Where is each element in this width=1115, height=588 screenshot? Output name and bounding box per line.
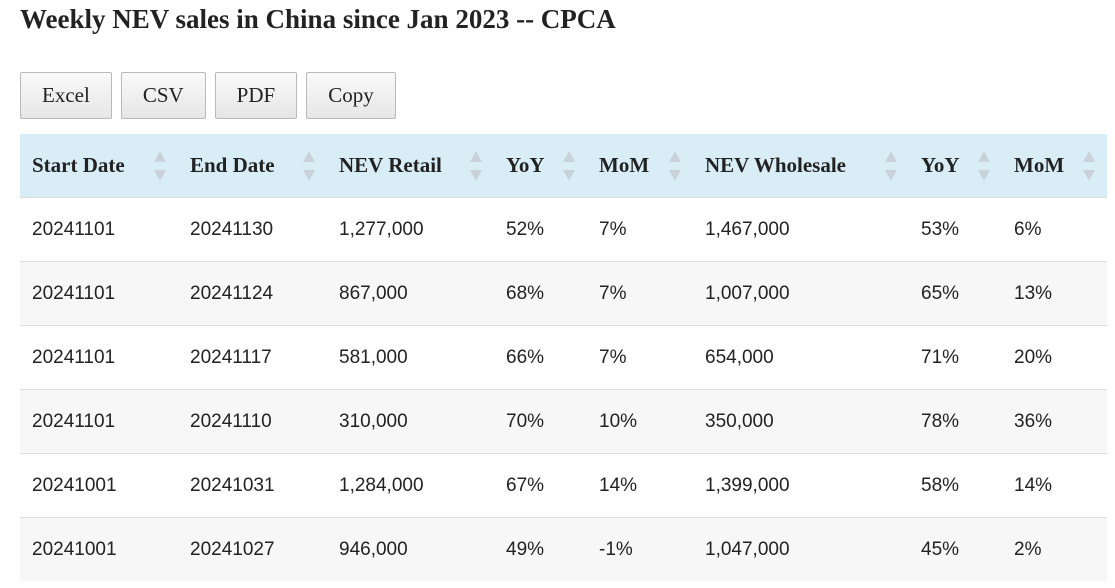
- header-row: Start Date End Date NEV Retail YoY MoM NEV Wh…: [20, 134, 1107, 198]
- table-cell: 20241110: [178, 389, 327, 454]
- header-label: YoY: [506, 153, 545, 177]
- table-cell: 20%: [1002, 325, 1107, 390]
- table-row: 20241101 20241117 581,000 66% 7% 654,000 71% 20…: [20, 325, 1107, 390]
- table-cell: 58%: [909, 453, 1002, 518]
- table-cell: 7%: [587, 325, 693, 390]
- table-cell: 946,000: [327, 517, 494, 581]
- table-cell: 14%: [587, 453, 693, 518]
- table-cell: 10%: [587, 389, 693, 454]
- table-cell: 20241001: [20, 453, 178, 518]
- table-cell: 78%: [909, 389, 1002, 454]
- sort-icon[interactable]: [1083, 151, 1095, 181]
- table-cell: 20241027: [178, 517, 327, 581]
- table-cell: 1,399,000: [693, 453, 909, 518]
- table-cell: 45%: [909, 517, 1002, 581]
- sort-icon[interactable]: [669, 151, 681, 181]
- sort-icon[interactable]: [154, 151, 166, 181]
- table-cell: 867,000: [327, 261, 494, 326]
- export-button[interactable]: Copy: [306, 72, 396, 119]
- table-cell: 71%: [909, 325, 1002, 390]
- table-row: 20241001 20241031 1,284,000 67% 14% 1,399,000…: [20, 453, 1107, 518]
- table-cell: 20241101: [20, 197, 178, 262]
- table-cell: 1,277,000: [327, 197, 494, 262]
- column-header[interactable]: YoY: [494, 134, 587, 198]
- table-cell: 6%: [1002, 197, 1107, 262]
- table-cell: 20241117: [178, 325, 327, 390]
- table-row: 20241101 20241130 1,277,000 52% 7% 1,467,000 5…: [20, 197, 1107, 262]
- table-row: 20241001 20241027 946,000 49% -1% 1,047,000 45…: [20, 517, 1107, 581]
- table-cell: 1,467,000: [693, 197, 909, 262]
- export-buttons: Excel CSV PDF Copy: [20, 72, 396, 119]
- table-cell: 36%: [1002, 389, 1107, 454]
- table-cell: 7%: [587, 261, 693, 326]
- table-row: 20241101 20241110 310,000 70% 10% 350,000 78% 3…: [20, 389, 1107, 454]
- table-cell: 350,000: [693, 389, 909, 454]
- table-cell: 68%: [494, 261, 587, 326]
- table-cell: 70%: [494, 389, 587, 454]
- table-cell: -1%: [587, 517, 693, 581]
- header-label: NEV Wholesale: [705, 153, 846, 177]
- export-button[interactable]: PDF: [214, 72, 298, 119]
- sort-icon[interactable]: [978, 151, 990, 181]
- table-cell: 20241031: [178, 453, 327, 518]
- table-cell: 14%: [1002, 453, 1107, 518]
- header-label: MoM: [1014, 153, 1065, 177]
- table-cell: 52%: [494, 197, 587, 262]
- table-cell: 310,000: [327, 389, 494, 454]
- sort-icon[interactable]: [303, 151, 315, 181]
- table-cell: 20241101: [20, 389, 178, 454]
- title: Weekly NEV sales in China since Jan 2023…: [20, 4, 616, 34]
- column-header[interactable]: NEV Wholesale: [693, 134, 909, 198]
- sales-table: Start Date End Date NEV Retail YoY MoM NEV Wh…: [20, 134, 1107, 581]
- export-button[interactable]: Excel: [20, 72, 112, 119]
- sort-icon[interactable]: [563, 151, 575, 181]
- table-cell: 66%: [494, 325, 587, 390]
- sort-icon[interactable]: [885, 151, 897, 181]
- table-cell: 2%: [1002, 517, 1107, 581]
- header-label: YoY: [921, 153, 960, 177]
- table-cell: 7%: [587, 197, 693, 262]
- table-cell: 1,284,000: [327, 453, 494, 518]
- table-cell: 20241001: [20, 517, 178, 581]
- export-button[interactable]: CSV: [120, 72, 206, 119]
- header-label: NEV Retail: [339, 153, 442, 177]
- table-row: 20241101 20241124 867,000 68% 7% 1,007,000 65%…: [20, 261, 1107, 326]
- column-header[interactable]: MoM: [587, 134, 693, 198]
- table-cell: 13%: [1002, 261, 1107, 326]
- table-cell: 67%: [494, 453, 587, 518]
- column-header[interactable]: MoM: [1002, 134, 1107, 198]
- table-cell: 20241101: [20, 325, 178, 390]
- header-label: MoM: [599, 153, 650, 177]
- table-cell: 1,047,000: [693, 517, 909, 581]
- table-cell: 581,000: [327, 325, 494, 390]
- column-header[interactable]: End Date: [178, 134, 327, 198]
- table-cell: 20241101: [20, 261, 178, 326]
- table-body: 20241101 20241130 1,277,000 52% 7% 1,467,000 5…: [20, 197, 1107, 581]
- header-label: Start Date: [32, 153, 125, 177]
- table-cell: 654,000: [693, 325, 909, 390]
- header-label: End Date: [190, 153, 275, 177]
- sort-icon[interactable]: [470, 151, 482, 181]
- table-cell: 20241130: [178, 197, 327, 262]
- table-cell: 20241124: [178, 261, 327, 326]
- column-header[interactable]: YoY: [909, 134, 1002, 198]
- column-header[interactable]: Start Date: [20, 134, 178, 198]
- column-header[interactable]: NEV Retail: [327, 134, 494, 198]
- table-cell: 49%: [494, 517, 587, 581]
- table-cell: 53%: [909, 197, 1002, 262]
- table-cell: 1,007,000: [693, 261, 909, 326]
- table-cell: 65%: [909, 261, 1002, 326]
